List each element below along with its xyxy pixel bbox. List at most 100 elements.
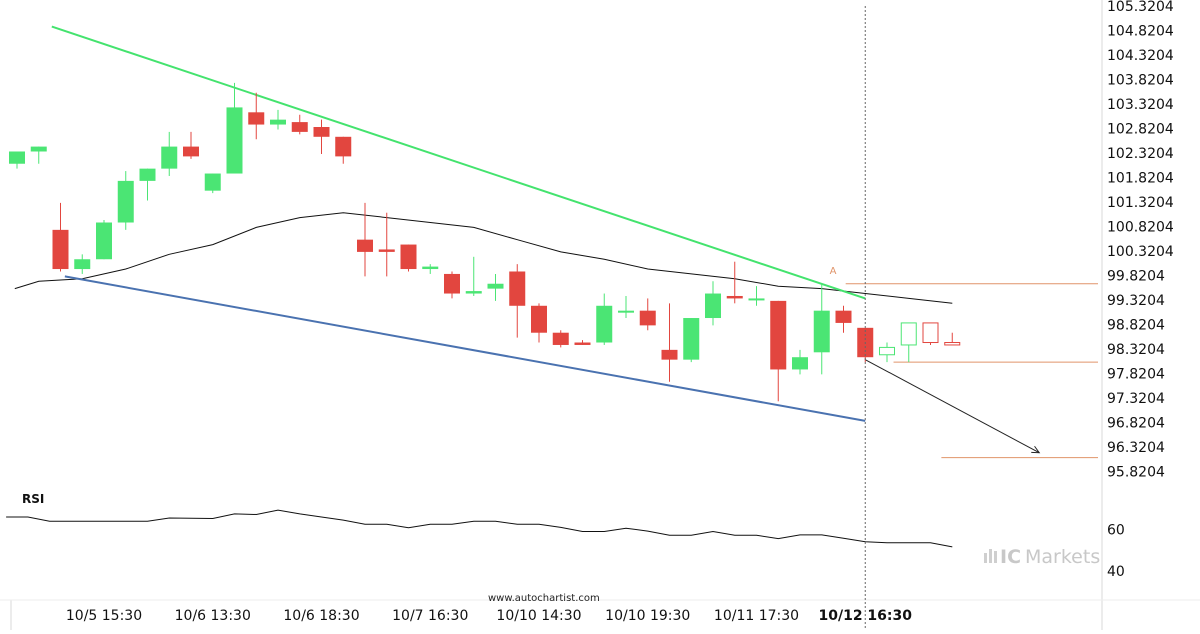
y-tick-label: 100.8204 [1107,219,1174,235]
candle [204,173,221,194]
icmarkets-logo: IC Markets [984,546,1100,568]
brand-ic: IC [1000,546,1021,568]
rsi-y-tick-label: 40 [1107,564,1125,580]
candle [270,109,286,130]
candle-body [509,271,526,306]
candle-body [900,322,917,346]
candle-body [226,107,243,174]
candle [183,131,199,159]
y-tick-label: 98.8204 [1107,317,1165,333]
y-tick-label: 105.3204 [1107,0,1174,15]
candle [574,340,591,345]
x-tick-label: 10/10 19:30 [605,608,690,624]
candle [531,303,547,343]
rsi-y-tick-label: 60 [1107,522,1125,538]
moving-average-line [14,212,953,304]
candle-body [792,357,808,370]
candle [879,342,895,363]
candle-body [204,173,221,191]
candle-body [770,300,787,370]
candle-body [639,310,656,326]
candle-body [96,222,112,260]
y-tick-label: 103.3204 [1107,97,1174,113]
y-tick-label: 101.8204 [1107,170,1174,186]
y-tick-label: 104.8204 [1107,23,1174,39]
candle-body [335,136,352,157]
candle-body [117,180,134,223]
candle-body [661,349,678,360]
candle [487,273,504,301]
candle-body [161,146,178,169]
x-tick-label: 10/12 16:30 [818,608,912,624]
x-tick-label: 10/5 15:30 [66,608,142,624]
y-tick-label: 101.3204 [1107,195,1174,211]
y-tick-label: 99.3204 [1107,293,1165,309]
candle-body [183,146,199,157]
candle [813,283,830,375]
candle [770,300,787,402]
y-tick-label: 98.3204 [1107,342,1165,358]
forecast-arrow-line [865,359,1040,454]
candle [618,295,634,319]
candle [400,244,417,272]
candle-body [30,146,47,152]
candle-body [291,122,308,132]
candle-body [357,239,373,252]
candle [683,318,700,363]
brand-markets: Markets [1025,546,1100,568]
resistance-trendline [51,25,866,300]
candle [9,151,25,169]
candle [705,281,721,326]
x-tick-label: 10/11 17:30 [714,608,799,624]
candle-body [444,273,460,294]
autochartist-watermark: www.autochartist.com [488,593,600,604]
y-tick-label: 95.8204 [1107,464,1165,480]
candle [444,271,460,299]
candle [944,332,961,346]
candle-body [944,342,961,346]
candle [226,82,243,174]
candle [596,293,613,345]
candle-body [531,305,547,333]
x-tick-label: 10/6 18:30 [283,608,359,624]
candle [465,256,482,296]
candle-body [270,119,286,125]
y-tick-label: 102.3204 [1107,146,1174,162]
candle-body [400,244,417,270]
candle-body [813,310,830,353]
candle [357,202,373,277]
candle [726,261,743,304]
y-tick-label: 96.8204 [1107,415,1165,431]
rsi-panel-label: RSI [22,492,44,506]
support-trendline [64,275,866,422]
candle-body [596,305,613,343]
x-tick-label: 10/7 16:30 [392,608,468,624]
candle-body [879,346,895,356]
candle [161,131,178,176]
rsi-line [6,509,953,548]
y-tick-label: 96.3204 [1107,440,1165,456]
candle-body [422,266,439,270]
candle [552,330,569,348]
candle [422,264,439,274]
candle-body [248,112,265,125]
candle [748,286,765,306]
y-tick-label: 97.8204 [1107,366,1165,382]
candle [52,202,69,272]
candle [835,305,852,333]
candle [74,254,91,274]
candle [96,220,112,260]
candle [313,119,330,154]
candle [248,92,265,140]
y-tick-label: 104.3204 [1107,48,1174,64]
candle-body [618,310,634,313]
candle [291,114,308,135]
y-tick-label: 103.8204 [1107,72,1174,88]
candle [922,322,939,345]
candle-body [705,293,721,319]
candle-body [74,259,91,270]
candle [900,322,917,363]
candle-body [465,291,482,294]
y-tick-label: 102.8204 [1107,121,1174,137]
